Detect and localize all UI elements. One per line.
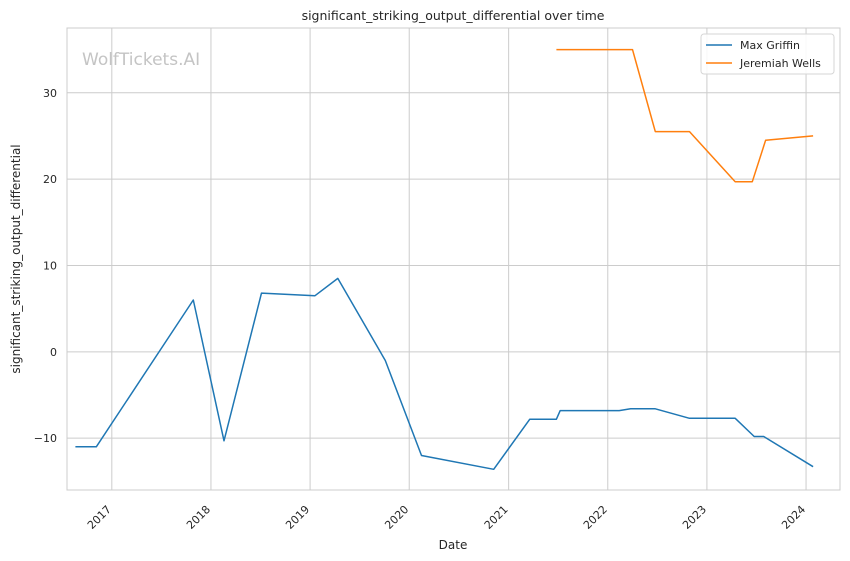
- legend-box: [700, 33, 835, 75]
- x-tick-label: 2022: [581, 503, 610, 532]
- series-line-jeremiah-wells: [556, 48, 814, 183]
- x-axis-label: Date: [439, 538, 468, 552]
- plot-frame: [66, 27, 841, 491]
- legend-label-max-griffin: Max Griffin: [740, 39, 800, 52]
- x-tick-label: 2018: [184, 503, 213, 532]
- y-tick-label: 20: [43, 173, 57, 186]
- watermark: WolfTickets.AI: [82, 50, 200, 70]
- chart-title: significant_striking_output_differential…: [302, 8, 605, 23]
- x-tick-label: 2017: [85, 503, 114, 532]
- x-tick-label: 2020: [382, 503, 411, 532]
- y-tick-label: 0: [50, 346, 57, 359]
- y-tick-label: −10: [34, 432, 57, 445]
- x-tick-label: 2019: [283, 503, 312, 532]
- series-line-max-griffin: [75, 277, 814, 471]
- y-tick-label: 30: [43, 87, 57, 100]
- legend: Max Griffin Jeremiah Wells: [700, 33, 835, 75]
- x-tick-label: 2024: [779, 503, 808, 532]
- y-axis-label: significant_striking_output_differential: [9, 144, 23, 373]
- x-tick-label: 2021: [482, 503, 511, 532]
- x-axis-ticks: 2017 2018 2019 2020 2021 2022 2023 2024: [85, 503, 808, 532]
- legend-label-jeremiah-wells: Jeremiah Wells: [739, 57, 821, 70]
- y-axis-ticks: −10 0 10 20 30: [34, 87, 57, 445]
- y-tick-label: 10: [43, 259, 57, 272]
- x-tick-label: 2023: [680, 503, 709, 532]
- grid: [67, 28, 840, 490]
- series-layer: [75, 48, 814, 471]
